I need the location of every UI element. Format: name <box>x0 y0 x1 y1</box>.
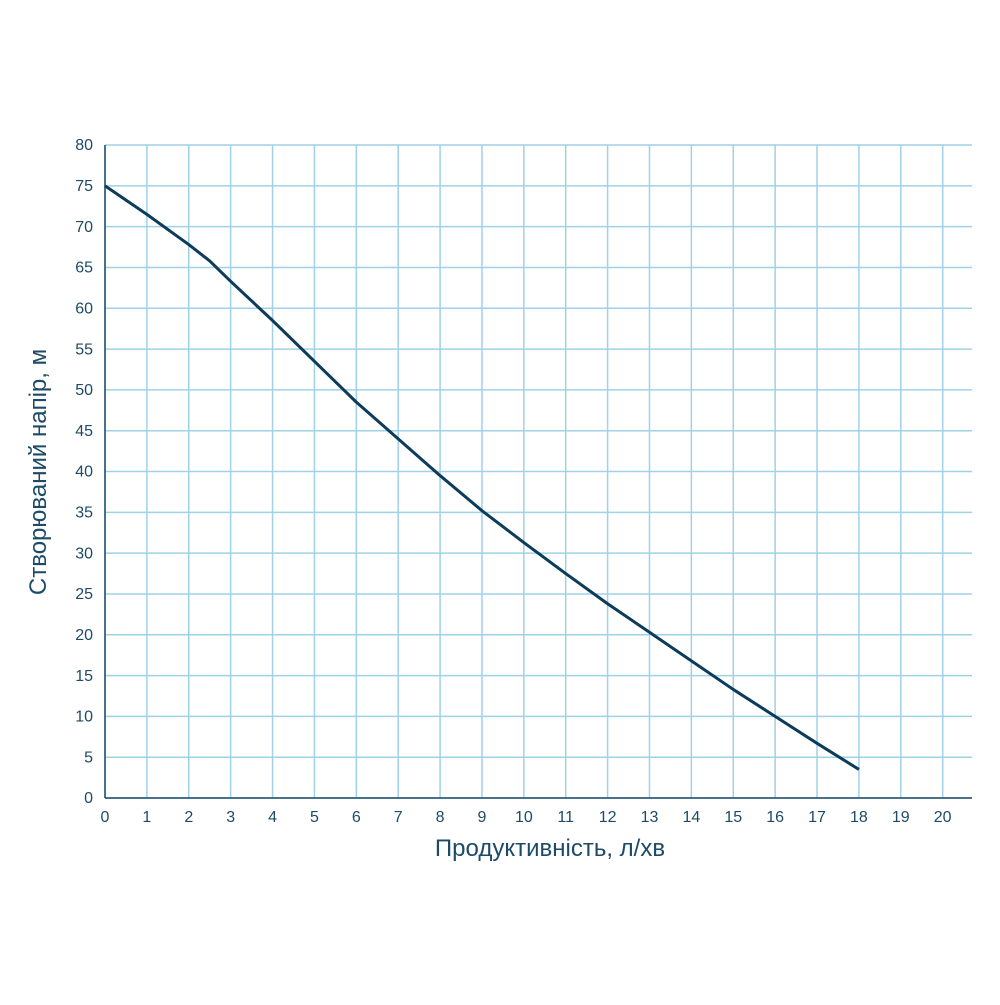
x-tick-label: 19 <box>892 809 910 826</box>
y-tick-label: 70 <box>75 219 93 236</box>
x-tick-label: 13 <box>641 809 659 826</box>
y-axis-label: Створюваний напір, м <box>25 349 52 595</box>
x-tick-label: 2 <box>184 809 193 826</box>
y-tick-label: 45 <box>75 423 93 440</box>
x-tick-label: 8 <box>436 809 445 826</box>
y-tick-label: 40 <box>75 464 93 481</box>
x-tick-label: 16 <box>766 809 784 826</box>
x-tick-label: 17 <box>808 809 826 826</box>
x-tick-label: 18 <box>850 809 868 826</box>
x-tick-label: 10 <box>515 809 533 826</box>
x-tick-label: 20 <box>934 809 952 826</box>
x-tick-label: 12 <box>599 809 617 826</box>
x-tick-label: 3 <box>226 809 235 826</box>
y-tick-label: 35 <box>75 505 93 522</box>
x-tick-label: 15 <box>724 809 742 826</box>
x-tick-label: 9 <box>478 809 487 826</box>
x-tick-label: 4 <box>268 809 277 826</box>
y-tick-label: 65 <box>75 260 93 277</box>
y-tick-label: 50 <box>75 382 93 399</box>
y-tick-label: 20 <box>75 627 93 644</box>
y-tick-label: 60 <box>75 300 93 317</box>
y-tick-label: 0 <box>84 790 93 807</box>
x-tick-label: 1 <box>142 809 151 826</box>
line-series <box>104 184 860 771</box>
y-tick-label: 5 <box>84 749 93 766</box>
y-tick-label: 10 <box>75 709 93 726</box>
x-tick-label: 6 <box>352 809 361 826</box>
x-tick-label: 0 <box>101 809 110 826</box>
y-tick-label: 15 <box>75 668 93 685</box>
x-tick-label: 7 <box>394 809 403 826</box>
y-tick-label: 75 <box>75 178 93 195</box>
x-tick-label: 11 <box>557 809 574 826</box>
x-tick-label: 5 <box>310 809 319 826</box>
y-tick-label: 30 <box>75 545 93 562</box>
x-axis-label: Продуктивність, л/хв <box>435 835 665 862</box>
x-tick-label: 14 <box>682 809 700 826</box>
y-tick-label: 25 <box>75 586 93 603</box>
y-tick-label: 80 <box>75 137 93 154</box>
y-tick-label: 55 <box>75 341 93 358</box>
